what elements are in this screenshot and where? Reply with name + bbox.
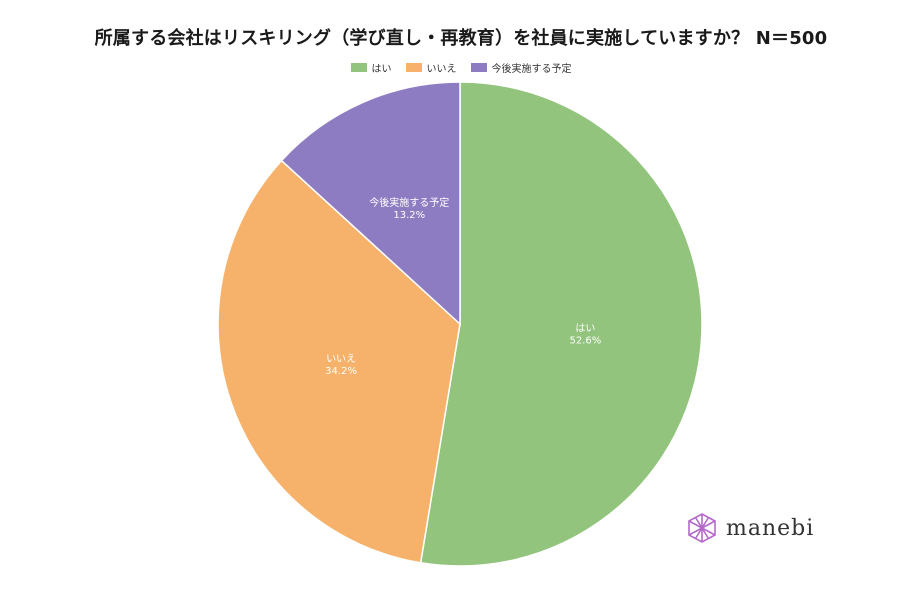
slice-label-no: いいえ (326, 353, 356, 365)
legend-swatch-no (405, 63, 422, 72)
legend-label-planned: 今後実施する予定 (491, 64, 572, 75)
pie-slice-no[interactable] (217, 159, 461, 564)
legend-item-no[interactable]: いいえ (405, 60, 457, 75)
legend-swatch-planned (470, 63, 487, 72)
chart-title: 所属する会社はリスキリング（学び直し・再教育）を社員に実施していますか？ N＝5… (94, 28, 828, 49)
chart-legend: はい いいえ 今後実施する予定 (0, 60, 922, 75)
manebi-logo: manebi (686, 512, 814, 544)
legend-label-no: いいえ (426, 64, 457, 75)
slice-value-planned: 13.2% (393, 210, 425, 221)
brand-name: manebi (726, 515, 815, 541)
legend-item-yes[interactable]: はい (350, 60, 392, 75)
slice-label-planned: 今後実施する予定 (369, 196, 449, 209)
pie-slice-yes[interactable] (419, 81, 703, 567)
pie-slice-planned[interactable] (280, 81, 461, 326)
slice-value-no: 34.2% (325, 366, 357, 377)
legend-label-yes: はい (371, 64, 392, 75)
legend-item-planned[interactable]: 今後実施する予定 (470, 60, 572, 75)
slice-value-yes: 52.6% (570, 335, 602, 346)
slice-label-yes: はい (575, 322, 595, 334)
lattice-logo-icon (688, 513, 716, 543)
pie-slices (217, 81, 703, 567)
legend-swatch-yes (350, 63, 367, 72)
